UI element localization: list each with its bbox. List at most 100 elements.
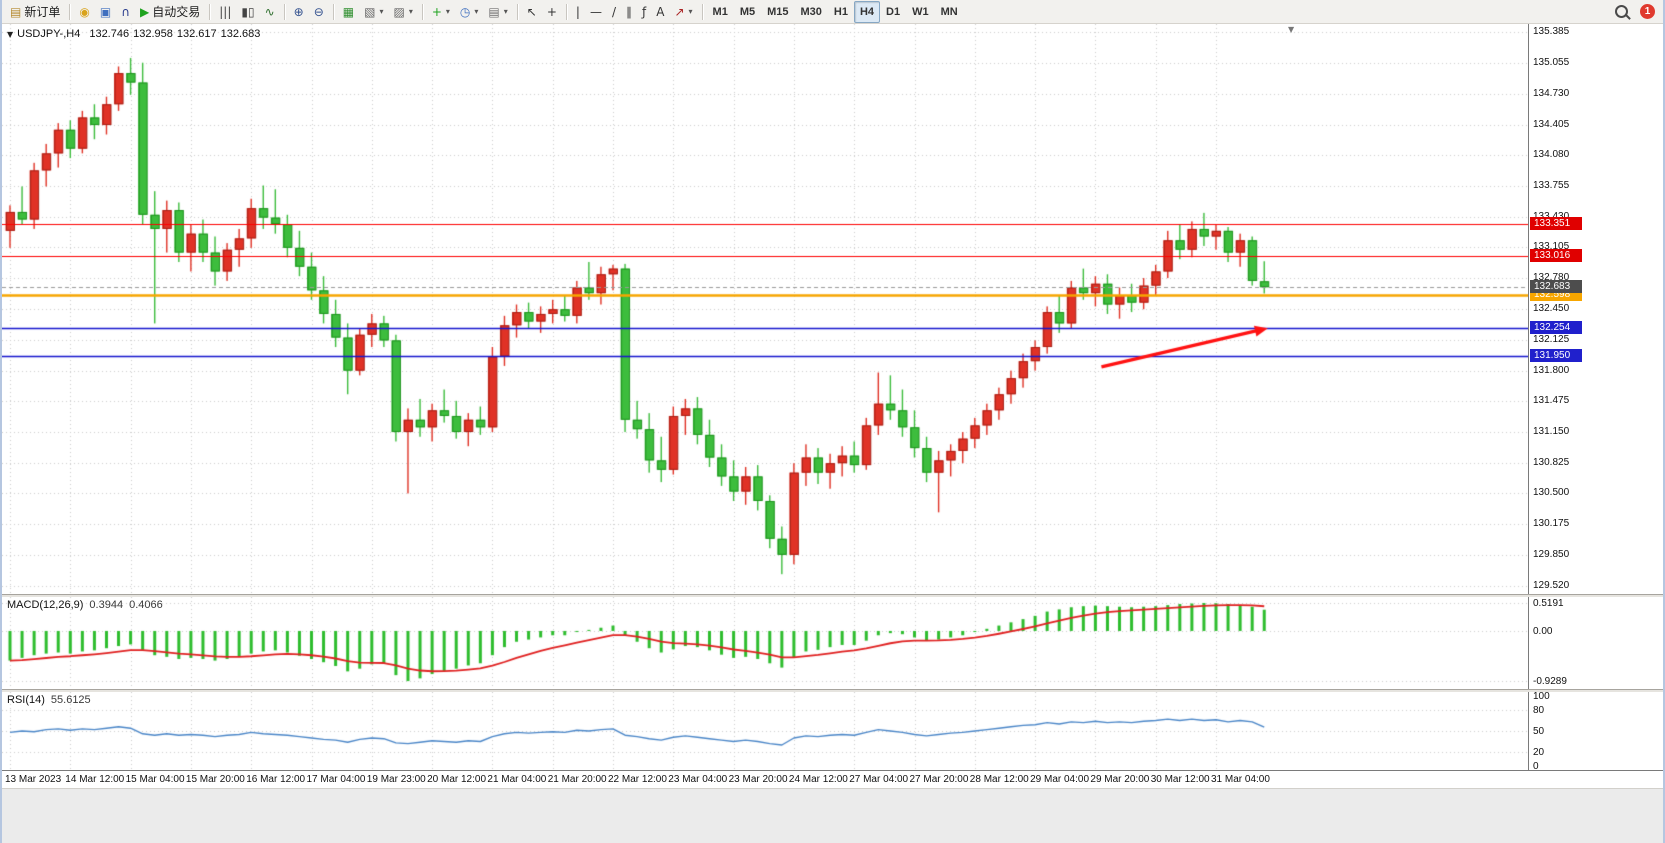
profiles-button[interactable]: ▨ ▾ <box>388 1 417 23</box>
horizontal-line-icon: — <box>589 4 602 19</box>
channel-icon: ∥ <box>626 4 632 19</box>
dropdown-caret-icon[interactable]: ▾ <box>503 7 508 16</box>
arrows-button[interactable]: ↗ ▾ <box>669 1 697 23</box>
time-label: 29 Mar 20:00 <box>1090 774 1150 785</box>
bottom-filler <box>2 788 1663 843</box>
timeframe-h1[interactable]: H1 <box>833 5 848 18</box>
notification-badge[interactable]: 1 <box>1640 4 1655 19</box>
templates-button[interactable]: ▤ ▾ <box>483 1 512 23</box>
bar-chart-icon: ||| <box>219 4 232 19</box>
new-chart-icon: ▧ <box>364 4 376 19</box>
price-tick-label: 135.055 <box>1533 57 1570 69</box>
text-button[interactable]: A <box>651 1 669 23</box>
indicators-button[interactable]: + ▾ <box>427 1 455 23</box>
rsi-axis[interactable]: 100 80 50 20 0 <box>1528 691 1663 772</box>
cursor-button[interactable]: ↖ <box>522 1 542 23</box>
timeframe-d1[interactable]: D1 <box>886 5 901 18</box>
time-axis[interactable]: 13 Mar 2023 14 Mar 12:00 15 Mar 04:00 15 Ma… <box>2 770 1663 788</box>
timeframe-m1[interactable]: M1 <box>712 5 728 18</box>
one-click-trading-toggle[interactable]: ▼ <box>7 30 14 39</box>
new-chart-button[interactable]: ▧ ▾ <box>359 1 388 23</box>
price-tick-label: 133.105 <box>1533 241 1570 253</box>
price-badge: 133.351 <box>1530 217 1582 231</box>
macd-panel: MACD(12,26,9) 0.3944 0.4066 0.5191 0.00 -0.9… <box>2 597 1663 689</box>
price-tick-label: 133.755 <box>1533 179 1570 191</box>
tile-windows-icon: ▦ <box>342 4 355 19</box>
arrows-icon: ↗ <box>674 4 685 19</box>
time-label: 30 Mar 12:00 <box>1150 774 1210 785</box>
macd-canvas[interactable] <box>2 597 1528 689</box>
price-tick-label: 134.730 <box>1533 87 1570 99</box>
price-tick-label: 132.450 <box>1533 303 1570 315</box>
profiles-icon: ▨ <box>393 4 405 19</box>
crosshair-button[interactable]: + <box>542 1 562 23</box>
price-tick-label: 133.430 <box>1533 211 1569 222</box>
periods-button[interactable]: ◷ ▾ <box>455 1 484 23</box>
bar-chart-button[interactable]: ||| <box>214 1 236 23</box>
channel-button[interactable]: ∥ <box>621 1 637 23</box>
time-label: 22 Mar 12:00 <box>608 774 667 785</box>
rsi-tick-label: 80 <box>1533 705 1545 716</box>
navigator-icon: ▣ <box>99 4 112 19</box>
support-button[interactable]: ∩ <box>116 1 135 23</box>
price-badge: 132.683 <box>1530 280 1582 294</box>
time-label: 15 Mar 20:00 <box>185 774 245 785</box>
zoom-in-button[interactable]: ⊕ <box>289 1 309 23</box>
price-chart-canvas[interactable] <box>2 24 1528 594</box>
trendline-button[interactable]: / <box>607 1 621 23</box>
toolbar-separator <box>283 3 285 20</box>
macd-legend: MACD(12,26,9) 0.3944 0.4066 <box>7 599 163 611</box>
toolbar-separator <box>565 3 567 20</box>
timeframe-m5[interactable]: M5 <box>739 5 756 18</box>
dropdown-caret-icon[interactable]: ▾ <box>379 7 384 16</box>
horizontal-line-button[interactable]: — <box>585 1 607 23</box>
high-value: 132.958 <box>133 28 173 40</box>
dropdown-caret-icon[interactable]: ▾ <box>445 7 450 16</box>
price-badge: 133.016 <box>1530 248 1582 262</box>
timeframe-w1[interactable]: W1 <box>912 5 929 18</box>
auto-trading-button[interactable]: ▶ 自动交易 <box>135 1 205 23</box>
dropdown-caret-icon[interactable]: ▾ <box>474 7 479 16</box>
navigator-button[interactable]: ▣ <box>95 1 116 23</box>
macd-tick-label: 0.5191 <box>1533 598 1564 609</box>
zoom-in-icon: ⊕ <box>293 4 304 19</box>
panel-separator[interactable] <box>2 689 1663 692</box>
timeframe-m30[interactable]: M30 <box>800 5 822 18</box>
time-label: 24 Mar 12:00 <box>788 774 848 785</box>
vertical-line-icon: | <box>575 4 580 19</box>
search-button[interactable] <box>1610 1 1633 23</box>
new-order-button[interactable]: ▤ 新订单 <box>5 1 65 23</box>
line-chart-button[interactable]: ∿ <box>260 1 280 23</box>
time-label: 23 Mar 04:00 <box>668 774 728 785</box>
tile-windows-button[interactable]: ▦ <box>338 1 359 23</box>
panel-separator[interactable] <box>2 594 1663 597</box>
fibonacci-button[interactable]: ƒ <box>637 1 651 23</box>
toolbar-right: 1 <box>1610 1 1660 23</box>
rsi-tick-label: 50 <box>1533 726 1545 737</box>
market-watch-button[interactable]: ◉ <box>74 1 94 23</box>
fibonacci-icon: ƒ <box>642 4 647 19</box>
timeframe-h4[interactable]: H4 <box>853 0 881 23</box>
chart-legend: ▼ USDJPY-,H4 132.746 132.958 132.617 132.683 <box>7 28 264 40</box>
price-axis[interactable]: 135.385 135.055 134.730 134.405 134.080 133.7… <box>1528 24 1663 594</box>
time-label: 27 Mar 20:00 <box>909 774 969 785</box>
zoom-out-button[interactable]: ⊖ <box>309 1 329 23</box>
symbol-period-label: USDJPY-,H4 <box>17 28 81 40</box>
vertical-line-button[interactable]: | <box>571 1 585 23</box>
new-order-button-label: 新订单 <box>24 5 61 19</box>
toolbar-separator <box>421 3 423 20</box>
time-label: 21 Mar 20:00 <box>547 774 607 785</box>
dropdown-caret-icon[interactable]: ▾ <box>688 7 693 16</box>
chart-shift-marker[interactable]: ▼ <box>1288 25 1295 34</box>
timeframe-m15[interactable]: M15 <box>767 5 789 18</box>
timeframe-mn[interactable]: MN <box>940 5 958 18</box>
candlestick-chart-button[interactable]: ▮▯ <box>236 1 259 23</box>
price-badge: 132.254 <box>1530 320 1582 334</box>
toolbar-separator <box>69 3 71 20</box>
main-toolbar: ▤ 新订单 ◉ ▣ ∩ ▶ 自动交易 ||| ▮▯ ∿ ⊕ ⊖ ▦ ▧ ▾ ▨ ▾ + ▾ ◷ ▾ ▤ ▾ ↖ + | — / ∥ ƒ A ↗… <box>2 0 1663 24</box>
price-tick-label: 130.825 <box>1533 456 1570 468</box>
macd-axis[interactable]: 0.5191 0.00 -0.9289 <box>1528 597 1663 689</box>
rsi-canvas[interactable] <box>2 692 1528 770</box>
dropdown-caret-icon[interactable]: ▾ <box>408 7 413 16</box>
